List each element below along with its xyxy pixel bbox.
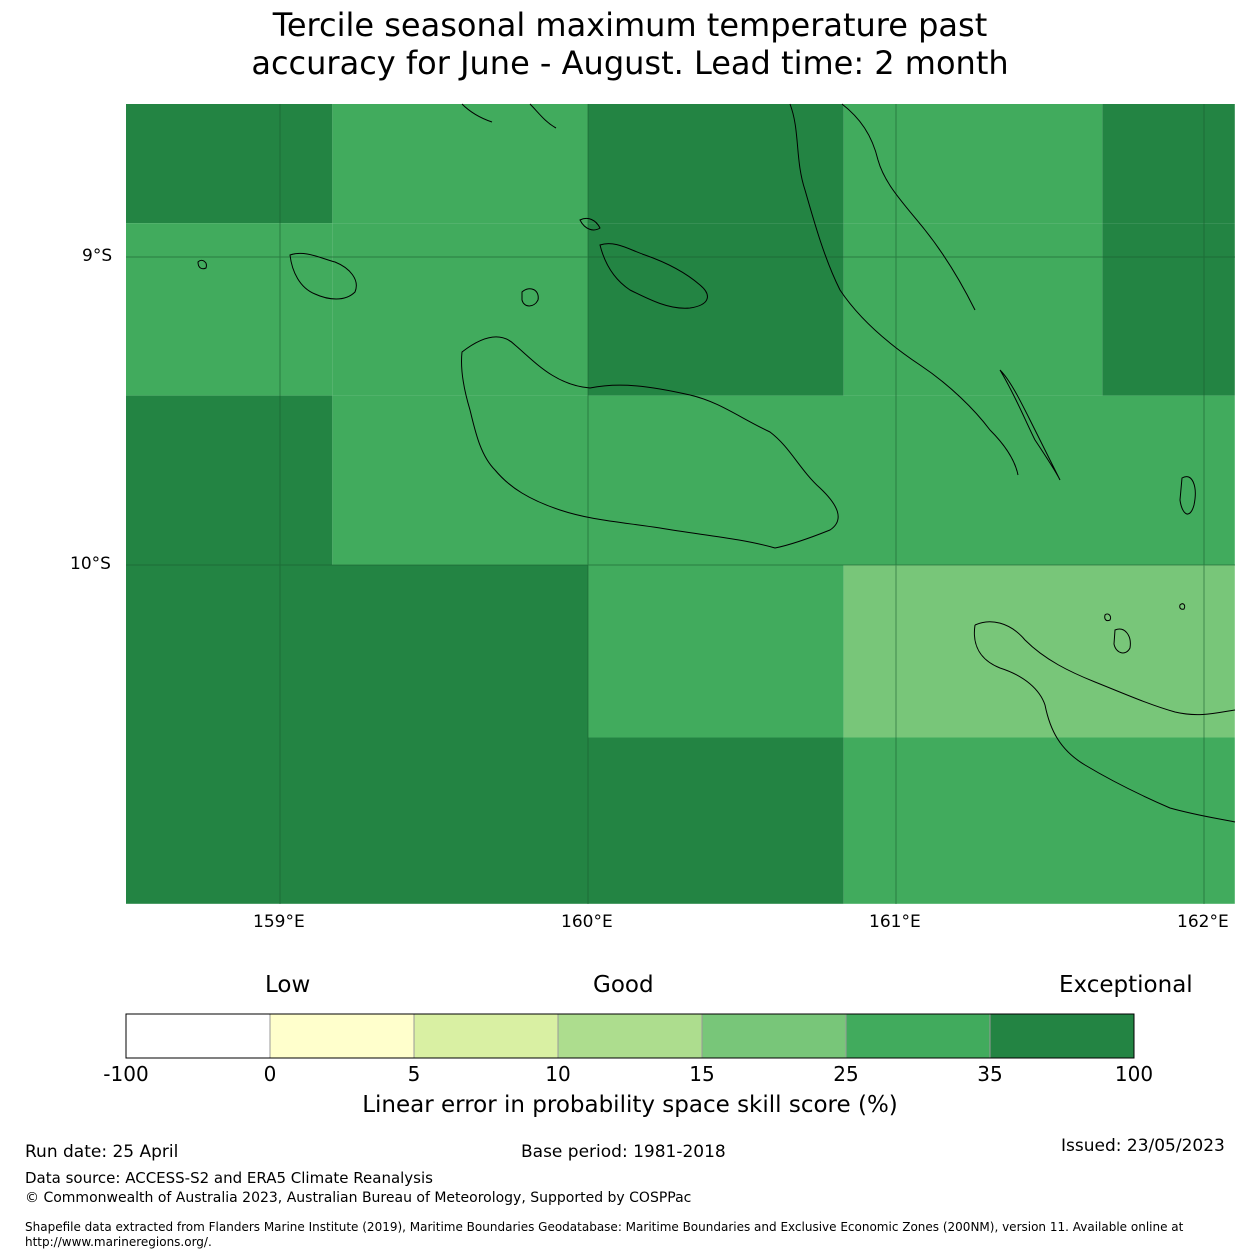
coastline-ulawa bbox=[1179, 476, 1196, 515]
colorbar-swatch-5 bbox=[845, 1013, 991, 1059]
colorbar-category-exceptional: Exceptional bbox=[1059, 972, 1193, 998]
run-date: Run date: 25 April bbox=[25, 1142, 179, 1162]
colorbar-tick-label: 10 bbox=[545, 1062, 571, 1086]
shapefile-credit: Shapefile data extracted from Flanders M… bbox=[25, 1220, 1245, 1250]
grid-cell-4 bbox=[1102, 104, 1235, 224]
grid-cell-16 bbox=[843, 737, 1235, 904]
colorbar-tick-label: -100 bbox=[103, 1062, 149, 1086]
colorbar-swatch-2 bbox=[413, 1013, 559, 1059]
title-line-1: Tercile seasonal maximum temperature pas… bbox=[272, 6, 988, 44]
shapefile-credit-line-2: http://www.marineregions.org/. bbox=[25, 1235, 212, 1249]
colorbar-swatches bbox=[125, 1013, 1135, 1059]
coastline-islet-2 bbox=[1104, 613, 1111, 622]
grid-cell-11 bbox=[332, 395, 1235, 565]
grid-cell-6 bbox=[332, 223, 588, 396]
coastline-makira bbox=[973, 621, 1236, 823]
coastline-ngella-north bbox=[579, 217, 601, 231]
colorbar-tick-label: 25 bbox=[833, 1062, 859, 1086]
grid-cell-15 bbox=[588, 737, 844, 904]
grid-cell-8 bbox=[843, 223, 1103, 396]
colorbar-swatch-1 bbox=[269, 1013, 415, 1059]
grid-cell-2 bbox=[588, 104, 844, 224]
data-source: Data source: ACCESS-S2 and ERA5 Climate … bbox=[25, 1169, 433, 1187]
colorbar-swatch-0 bbox=[125, 1013, 271, 1059]
colorbar-frame bbox=[125, 1013, 1135, 1059]
coastline-savo bbox=[521, 288, 539, 307]
grid-cell-9 bbox=[1102, 223, 1235, 396]
grid-cell-12 bbox=[126, 565, 588, 904]
colorbar-tick-label: 35 bbox=[977, 1062, 1003, 1086]
lat-label-10s: 10°S bbox=[70, 554, 111, 574]
coastline-russell-islands bbox=[289, 252, 357, 300]
colorbar-tick-label: 0 bbox=[263, 1062, 277, 1086]
lon-label-161e: 161°E bbox=[869, 912, 921, 932]
coastlines bbox=[197, 103, 1236, 823]
colorbar-category-good: Good bbox=[593, 972, 654, 998]
coastline-malaita bbox=[789, 103, 1019, 476]
colorbar-swatch-4 bbox=[701, 1013, 847, 1059]
grid-cell-10 bbox=[126, 395, 333, 565]
coastline-small-malaita bbox=[999, 369, 1061, 481]
grid-cell-13 bbox=[588, 565, 844, 738]
grid-cell-3 bbox=[843, 104, 1103, 224]
colorbar-swatch-3 bbox=[557, 1013, 703, 1059]
grid-cell-7 bbox=[588, 223, 844, 396]
colorbar-tick-label: 15 bbox=[689, 1062, 715, 1086]
skill-grid bbox=[126, 104, 1235, 904]
shapefile-credit-line-1: Shapefile data extracted from Flanders M… bbox=[25, 1220, 1184, 1234]
graticule bbox=[126, 104, 1235, 904]
base-period: Base period: 1981-2018 bbox=[521, 1142, 726, 1162]
coastline-santa-isabel bbox=[461, 103, 557, 129]
colorbar-title: Linear error in probability space skill … bbox=[362, 1092, 898, 1118]
coastline-ugi bbox=[1113, 628, 1131, 654]
grid-cell-5 bbox=[126, 223, 333, 396]
coastline-islet-1 bbox=[197, 259, 207, 270]
copyright: © Commonwealth of Australia 2023, Austra… bbox=[25, 1190, 692, 1206]
coastline-florida-islands bbox=[599, 243, 708, 309]
title-line-2: accuracy for June - August. Lead time: 2… bbox=[251, 44, 1009, 82]
lon-label-159e: 159°E bbox=[253, 912, 305, 932]
colorbar-category-low: Low bbox=[265, 972, 311, 998]
grid-cell-0 bbox=[126, 104, 333, 224]
colorbar-tick-label: 5 bbox=[407, 1062, 421, 1086]
issued-date: Issued: 23/05/2023 bbox=[1061, 1136, 1225, 1156]
lon-label-162e: 162°E bbox=[1177, 912, 1229, 932]
coastline-guadalcanal bbox=[461, 336, 839, 549]
chart-title: Tercile seasonal maximum temperature pas… bbox=[0, 6, 1260, 82]
grid-cell-1 bbox=[332, 104, 588, 224]
lon-label-160e: 160°E bbox=[561, 912, 613, 932]
lat-label-9s: 9°S bbox=[82, 246, 113, 266]
coastline-islet-3 bbox=[1179, 603, 1186, 610]
colorbar-tick-label: 100 bbox=[1114, 1062, 1154, 1086]
grid-cell-14 bbox=[843, 565, 1235, 738]
colorbar-swatch-6 bbox=[989, 1013, 1135, 1059]
